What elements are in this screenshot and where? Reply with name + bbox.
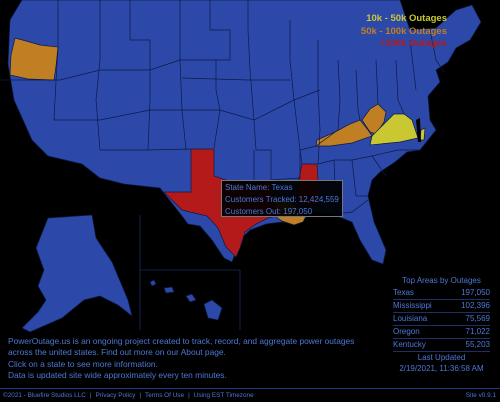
- top-area-row[interactable]: Louisiana 75,569: [393, 313, 490, 326]
- top-area-value: 197,050: [461, 288, 490, 297]
- site-footer: ©2021 - Bluefire Studios LLC | Privacy Pol…: [0, 388, 500, 401]
- top-area-row[interactable]: Mississippi 102,396: [393, 300, 490, 313]
- chesapeake-water: [416, 118, 421, 142]
- top-area-row[interactable]: Kentucky 55,203: [393, 339, 490, 352]
- top-area-value: 102,396: [461, 301, 490, 310]
- footer-separator: |: [188, 392, 190, 399]
- state-tooltip: State Name: Texas Customers Tracked: 12,…: [221, 180, 343, 217]
- top-area-row[interactable]: Texas 197,050: [393, 287, 490, 300]
- site-info: PowerOutage.us is an ongoing project cre…: [8, 336, 355, 381]
- top-area-name: Oregon: [393, 327, 420, 336]
- top-area-value: 75,569: [465, 314, 490, 323]
- tooltip-state-name: State Name: Texas: [225, 183, 293, 192]
- footer-separator: |: [139, 392, 141, 399]
- terms-of-use-link[interactable]: Terms Of Use: [145, 392, 185, 399]
- oregon-state[interactable]: [9, 37, 59, 81]
- legend-item-100k-plus: >100k Outages: [379, 38, 447, 49]
- footer-separator: |: [89, 392, 92, 399]
- tooltip-customers-out: Customers Out: 197,050: [225, 207, 313, 216]
- privacy-policy-link[interactable]: Privacy Policy: [95, 392, 136, 399]
- info-line-2: across the united states. Find out more …: [8, 347, 226, 358]
- footer-copyright: ©2021 - Bluefire Studios LLC: [3, 392, 86, 399]
- top-area-value: 55,203: [465, 340, 490, 349]
- top-area-name: Louisiana: [393, 314, 428, 323]
- top-areas-title: Top Areas by Outages: [402, 276, 481, 285]
- site-version: Site v0.9.1: [465, 392, 496, 399]
- last-updated-label: Last Updated: [417, 353, 466, 362]
- top-area-name: Texas: [393, 288, 414, 297]
- top-areas-panel: Top Areas by Outages Texas 197,050 Missi…: [393, 274, 490, 374]
- timezone-link[interactable]: Using EST Timezone: [193, 392, 254, 399]
- footer-links: ©2021 - Bluefire Studios LLC | Privacy Pol…: [3, 389, 254, 402]
- top-area-name: Kentucky: [393, 340, 426, 349]
- top-area-name: Mississippi: [393, 301, 432, 310]
- legend-item-50k-100k: 50k - 100k Outages: [360, 25, 447, 37]
- us-landmass[interactable]: [7, 0, 482, 265]
- virginia-state[interactable]: [369, 113, 419, 146]
- alaska-state[interactable]: [21, 214, 133, 333]
- info-line-3: Click on a state to see more information…: [8, 358, 158, 369]
- info-line-1: PowerOutage.us is an ongoing project cre…: [8, 336, 355, 346]
- state-borders: [0, 0, 445, 215]
- tooltip-customers-tracked: Customers Tracked: 12,424,559: [225, 195, 339, 204]
- info-line-4: Data is updated site wide approximately …: [8, 369, 227, 380]
- top-area-row[interactable]: Oregon 71,022: [393, 326, 490, 339]
- legend-item-10k-50k: 10k - 50k Outages: [366, 13, 447, 24]
- top-area-value: 71,022: [465, 327, 490, 336]
- alaska-inset-border: [139, 215, 241, 330]
- hawaii-state[interactable]: [149, 279, 223, 321]
- west-virginia-state[interactable]: [361, 103, 387, 135]
- outage-legend: 10k - 50k Outages 50k - 100k Outages >10…: [361, 13, 447, 51]
- kentucky-state[interactable]: [315, 119, 373, 147]
- last-updated-value: 2/19/2021, 11:36:58 AM: [399, 364, 484, 373]
